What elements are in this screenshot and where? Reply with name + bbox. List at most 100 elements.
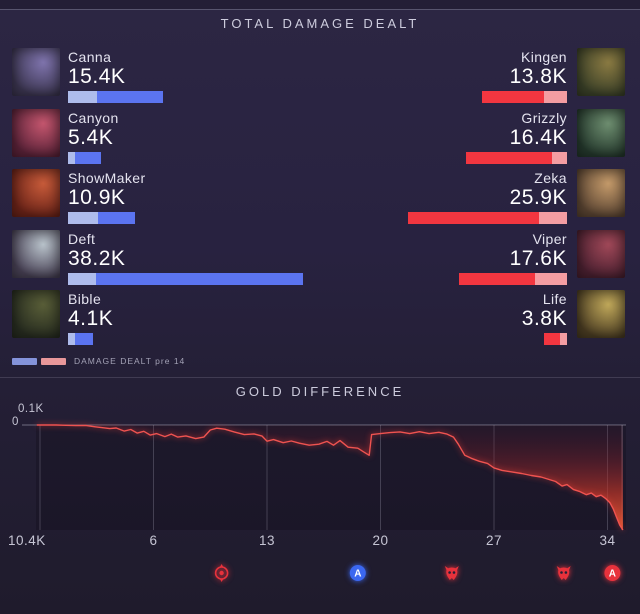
atakhan-blue-event-icon: A: [349, 565, 366, 581]
champion-avatar: [12, 48, 60, 96]
x-axis-tick-label: 27: [485, 533, 503, 548]
damage-bar: [68, 333, 320, 345]
y-axis-min-label: 10.4K: [8, 533, 46, 548]
damage-value: 10.9K: [68, 186, 126, 209]
damage-bar-main-segment: [482, 91, 544, 103]
champion-avatar: [12, 290, 60, 338]
top-strip: [0, 0, 640, 10]
damage-value: 16.4K: [509, 125, 567, 149]
damage-row: ShowMaker 10.9K: [0, 169, 320, 230]
damage-row: Grizzly 16.4K: [320, 108, 640, 170]
damage-bar-pre14-segment: [68, 212, 99, 224]
champion-avatar: [577, 290, 625, 338]
damage-row: Zeka 25.9K: [320, 169, 640, 230]
damage-bar-main-segment: [466, 151, 553, 164]
damage-value: 5.4K: [68, 125, 114, 149]
damage-value: 4.1K: [68, 307, 114, 330]
champion-avatar: [12, 108, 60, 157]
damage-row: Life 3.8K: [320, 290, 640, 351]
x-axis-tick-label: 13: [258, 533, 276, 548]
damage-bar: [68, 272, 320, 285]
damage-bar-main-segment: [74, 151, 102, 164]
damage-value: 17.6K: [509, 246, 567, 270]
section-divider: [0, 377, 640, 378]
player-name: Canyon: [68, 109, 119, 126]
damage-bar-pre14-segment: [560, 333, 567, 345]
damage-bar-main-segment: [75, 333, 94, 345]
champion-avatar: [12, 229, 60, 278]
damage-bar-main-segment: [407, 212, 539, 224]
damage-bar-pre14-segment: [538, 212, 567, 224]
baron-red-event-icon: [556, 566, 571, 580]
damage-bar: [320, 212, 567, 224]
svg-text:A: A: [609, 569, 616, 580]
player-name: Zeka: [534, 170, 567, 186]
damage-bar: [320, 151, 567, 164]
damage-row: Kingen 13.8K: [320, 48, 640, 109]
gold-deficit-area: [36, 425, 623, 530]
damage-rows-blue-team: Canna 15.4K Canyon 5.4K ShowMaker 10.9K Deft 38…: [0, 48, 320, 351]
damage-row: Viper 17.6K: [320, 229, 640, 291]
baron-red-event-icon: [444, 566, 459, 580]
damage-value: 15.4K: [68, 65, 126, 88]
damage-value: 38.2K: [68, 246, 126, 270]
damage-bar-pre14-segment: [543, 91, 567, 103]
legend-label: DAMAGE DEALT pre 14: [74, 356, 186, 366]
damage-row: Canna 15.4K: [0, 48, 320, 109]
damage-value: 13.8K: [509, 65, 567, 88]
player-name: Deft: [68, 230, 96, 247]
champion-avatar: [577, 108, 625, 157]
damage-section-title: TOTAL DAMAGE DEALT: [220, 16, 420, 31]
player-name: ShowMaker: [68, 170, 146, 186]
svg-text:A: A: [354, 569, 361, 580]
y-axis-max-label: 0.1K: [18, 403, 44, 415]
damage-bar-pre14-segment: [535, 272, 567, 285]
damage-bar: [68, 212, 320, 224]
player-name: Viper: [532, 230, 567, 247]
legend-red-swatch: [41, 357, 66, 365]
x-axis-tick-label: 20: [372, 533, 389, 548]
x-axis-tick-label: 34: [599, 533, 616, 548]
champion-avatar: [577, 48, 625, 96]
damage-bar-pre14-segment: [68, 333, 76, 345]
player-name: Life: [542, 291, 567, 307]
damage-bar-main-segment: [95, 272, 303, 285]
gold-difference-line: [36, 424, 624, 531]
damage-bar: [68, 91, 320, 103]
player-name: Bible: [68, 291, 102, 307]
damage-bar-pre14-segment: [552, 151, 567, 164]
damage-bar-main-segment: [98, 212, 135, 224]
rift-herald-red-event-icon: [214, 564, 229, 582]
legend-blue-swatch: [12, 357, 37, 365]
champion-avatar: [577, 169, 625, 217]
damage-bar-pre14-segment: [68, 272, 96, 285]
damage-rows-red-team: Kingen 13.8K Grizzly 16.4K Zeka 25.9K Viper 17.…: [320, 48, 640, 351]
damage-bar: [320, 333, 567, 345]
gold-section-title: GOLD DIFFERENCE: [235, 384, 405, 399]
damage-row: Deft 38.2K: [0, 229, 320, 291]
damage-bar-main-segment: [96, 91, 163, 103]
damage-value: 3.8K: [521, 307, 567, 330]
damage-bar: [320, 272, 567, 285]
y-axis-zero-label: 0: [12, 416, 19, 428]
damage-value: 25.9K: [509, 186, 567, 209]
player-name: Canna: [68, 49, 112, 65]
damage-bar: [68, 151, 320, 164]
damage-bar-pre14-segment: [68, 151, 75, 164]
damage-bar-main-segment: [543, 333, 561, 345]
damage-bar: [320, 91, 567, 103]
damage-row: Bible 4.1K: [0, 290, 320, 351]
atakhan-red-event-icon: A: [604, 565, 621, 581]
champion-avatar: [12, 169, 60, 217]
x-axis-tick-label: 6: [149, 533, 158, 548]
damage-bar-main-segment: [458, 272, 535, 285]
damage-legend: DAMAGE DEALT pre 14: [12, 356, 185, 366]
damage-bar-pre14-segment: [68, 91, 97, 103]
player-name: Grizzly: [521, 109, 567, 126]
player-name: Kingen: [521, 49, 567, 65]
damage-row: Canyon 5.4K: [0, 108, 320, 170]
champion-avatar: [577, 229, 625, 278]
